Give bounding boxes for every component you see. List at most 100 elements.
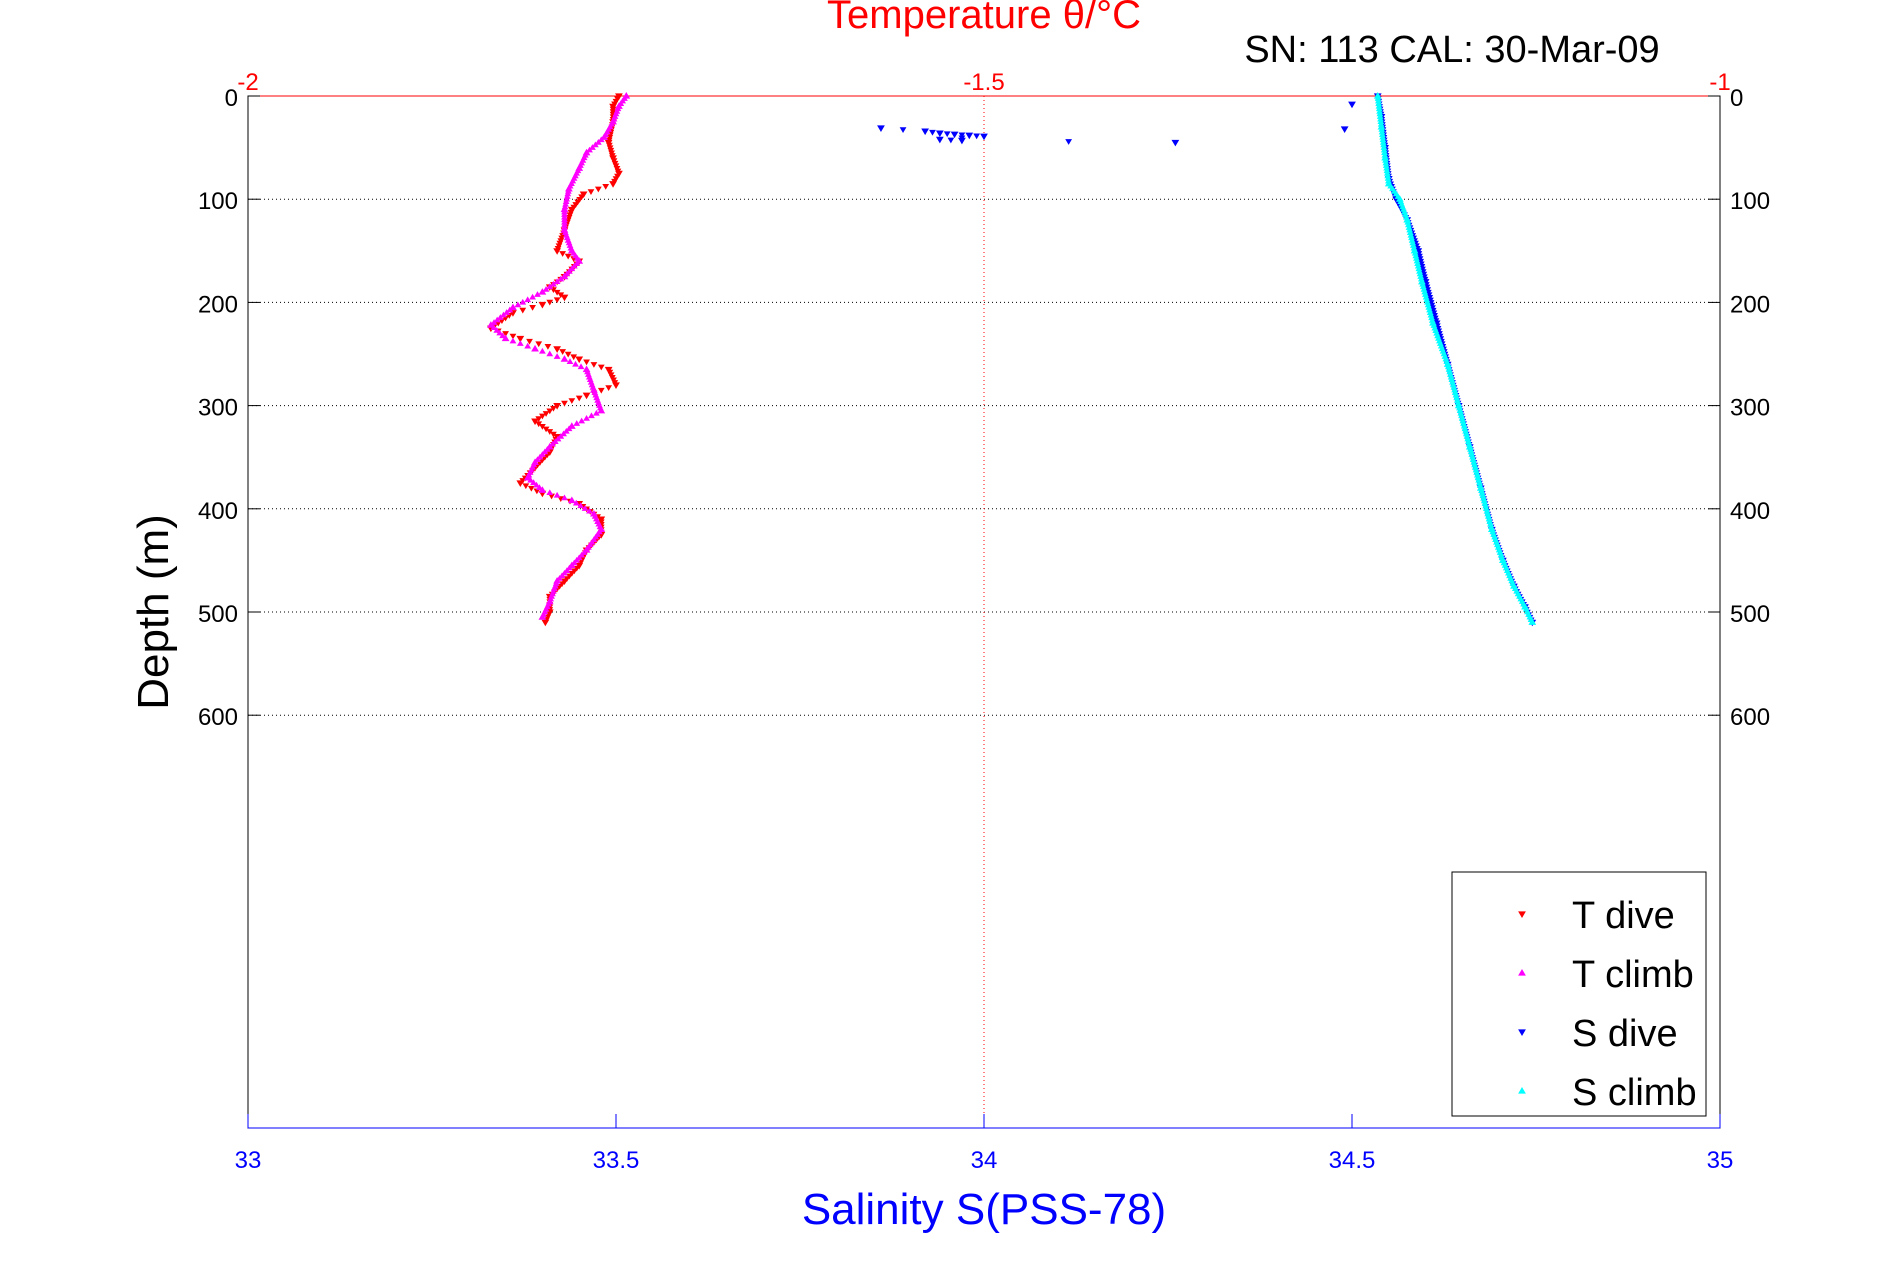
grid-lines <box>248 96 1720 1128</box>
y-axis-label: Depth (m) <box>129 514 178 710</box>
data-point <box>585 544 592 550</box>
legend-label: S climb <box>1572 1072 1697 1114</box>
data-point <box>1428 316 1436 323</box>
axis-ticks: 0 0 100 100 200 200 300 300 400 400 500 500 600 600 -2… <box>198 69 1770 1174</box>
data-point <box>614 168 622 175</box>
legend-box <box>1451 871 1707 1117</box>
data-point <box>541 448 549 455</box>
data-point <box>572 360 579 367</box>
data-point <box>540 611 548 617</box>
data-point <box>899 127 907 134</box>
data-point <box>935 136 944 144</box>
data-point <box>493 316 501 323</box>
data-point <box>546 350 554 357</box>
data-point <box>1340 126 1349 134</box>
data-point <box>596 404 604 411</box>
data-point <box>536 453 544 460</box>
data-point <box>935 130 944 138</box>
data-point <box>554 435 562 442</box>
bottom-tick-label: 34 <box>971 1147 998 1174</box>
data-point <box>547 595 555 602</box>
data-point <box>566 267 573 274</box>
data-point <box>560 430 567 437</box>
data-point <box>543 445 551 452</box>
data-point <box>490 324 498 331</box>
data-point <box>499 332 507 339</box>
data-point <box>535 341 543 348</box>
data-point <box>538 301 547 309</box>
data-point <box>553 346 561 353</box>
data-point <box>546 299 554 306</box>
data-point <box>950 131 959 139</box>
data-point <box>529 293 536 300</box>
data-point <box>570 262 578 269</box>
data-point <box>1498 554 1506 561</box>
y-tick-label-left: 200 <box>198 291 238 318</box>
data-point <box>514 301 522 308</box>
data-point <box>536 484 543 490</box>
data-point <box>1417 275 1425 282</box>
data-point <box>551 438 559 444</box>
chart-subtitle: SN: 113 CAL: 30-Mar-09 <box>1244 29 1659 71</box>
y-tick-label-left: 100 <box>198 188 238 215</box>
top-tick-label: -1 <box>1709 69 1730 96</box>
y-tick-label-right: 500 <box>1730 601 1770 628</box>
data-point <box>597 136 605 143</box>
data-point <box>578 417 586 424</box>
data-point <box>583 415 590 421</box>
data-point <box>534 456 541 463</box>
data-point <box>526 338 533 345</box>
data-point <box>1394 193 1402 199</box>
data-point <box>582 392 591 400</box>
data-point <box>605 137 613 144</box>
data-point <box>1171 139 1180 147</box>
data-point <box>563 270 571 277</box>
data-point <box>1454 399 1462 406</box>
data-point <box>539 347 546 354</box>
data-point <box>965 132 974 140</box>
data-point <box>610 115 618 122</box>
data-point <box>929 129 936 136</box>
data-point <box>566 182 574 189</box>
data-point <box>1465 440 1473 447</box>
series-t-dive <box>487 93 623 627</box>
data-point <box>564 351 572 358</box>
data-point <box>1348 101 1356 109</box>
data-point <box>567 244 575 251</box>
data-point <box>566 358 574 364</box>
data-point <box>602 184 610 190</box>
data-point <box>1402 213 1410 220</box>
data-point <box>958 132 966 139</box>
data-point <box>1385 177 1392 184</box>
data-point <box>583 359 590 366</box>
y-tick-label-right: 0 <box>1730 85 1743 112</box>
data-point <box>563 567 571 573</box>
data-point <box>586 507 593 514</box>
data-point <box>1410 244 1418 251</box>
data-point <box>1377 120 1385 127</box>
data-point <box>539 451 546 457</box>
data-point <box>516 340 524 346</box>
y-tick-label-left: 500 <box>198 601 238 628</box>
data-point <box>544 344 552 350</box>
data-point <box>554 245 562 252</box>
data-point <box>611 380 619 386</box>
data-point <box>611 178 618 185</box>
data-point <box>560 294 569 302</box>
data-point <box>587 189 595 195</box>
data-point <box>980 133 988 141</box>
data-point <box>535 416 543 422</box>
data-point <box>550 280 557 287</box>
y-tick-label-right: 600 <box>1730 704 1770 731</box>
data-point <box>553 297 561 304</box>
data-point <box>1509 580 1517 586</box>
data-point <box>947 137 955 144</box>
data-point <box>596 523 604 530</box>
data-point <box>500 311 507 318</box>
data-point <box>570 354 578 361</box>
data-point <box>530 479 537 486</box>
legend-marker <box>1518 911 1526 918</box>
legend-marker <box>1518 969 1526 976</box>
data-point <box>534 291 541 297</box>
